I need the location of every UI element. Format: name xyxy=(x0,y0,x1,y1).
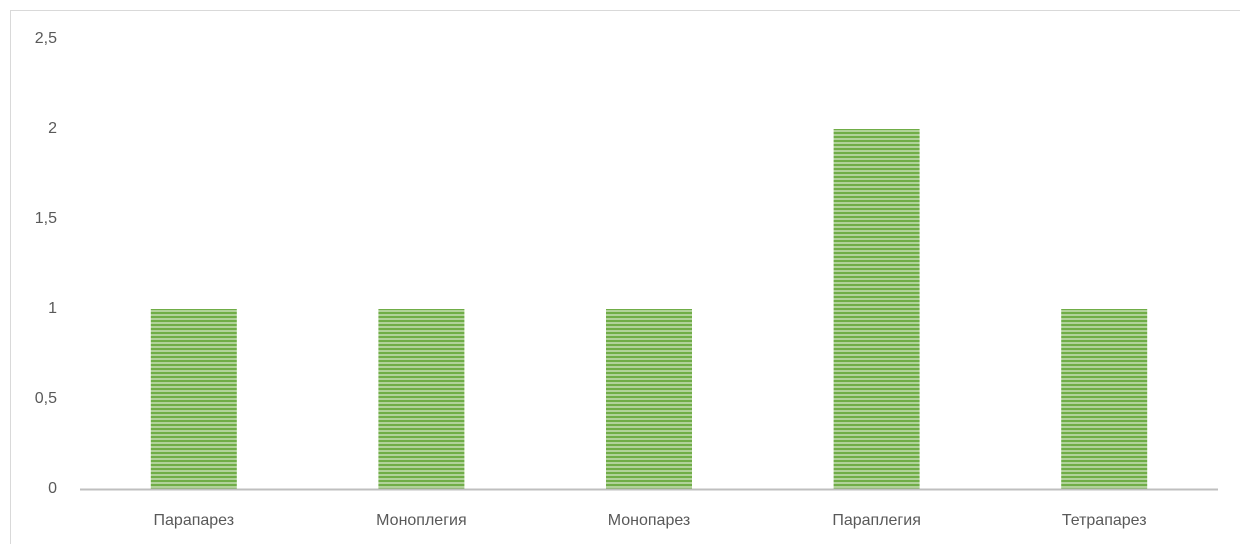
bar xyxy=(1061,309,1148,489)
y-tick-label: 1,5 xyxy=(35,210,57,227)
bar xyxy=(833,129,920,489)
x-tick-label: Парапарез xyxy=(154,512,235,529)
x-tick-label: Тетрапарез xyxy=(1062,512,1147,529)
y-tick-label: 2,5 xyxy=(35,30,57,47)
y-tick-label: 2 xyxy=(48,120,57,137)
y-tick-label: 1 xyxy=(48,300,57,317)
x-tick-label: Параплегия xyxy=(832,512,921,529)
bar xyxy=(150,309,237,489)
bar xyxy=(378,309,465,489)
y-tick-label: 0 xyxy=(48,480,57,497)
x-tick-label: Монопарез xyxy=(608,512,690,529)
bar xyxy=(606,309,692,489)
x-tick-label: Моноплегия xyxy=(376,512,466,529)
y-tick-label: 0,5 xyxy=(35,390,57,407)
